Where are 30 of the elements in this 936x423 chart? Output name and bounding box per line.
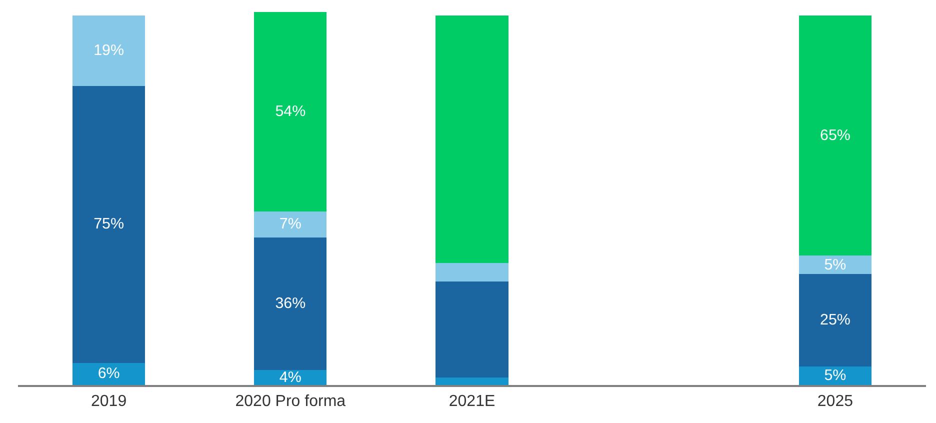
- bar: [436, 378, 508, 385]
- data-label: 65%: [820, 126, 850, 144]
- x-tick-label: 2019: [91, 392, 127, 410]
- data-label: 5%: [824, 256, 846, 274]
- data-label: 75%: [94, 216, 124, 233]
- bar: [72, 362, 146, 385]
- data-label: 54%: [275, 102, 306, 120]
- data-label: 19%: [94, 42, 124, 60]
- data-label: 4%: [279, 368, 302, 386]
- bar: [436, 263, 508, 282]
- x-tick-label: 2025: [817, 392, 854, 410]
- bar: [254, 237, 327, 370]
- data-label: 5%: [824, 367, 846, 384]
- bar: [436, 16, 508, 264]
- x-tick-label: 2021E: [448, 392, 496, 410]
- bar: [798, 16, 872, 256]
- bar: [72, 16, 146, 86]
- bar: [798, 366, 872, 385]
- bar: [254, 12, 327, 212]
- bar: [254, 211, 327, 238]
- data-label: 25%: [820, 312, 850, 329]
- data-label: 7%: [279, 216, 302, 233]
- data-label: 36%: [275, 295, 306, 312]
- bar: [798, 274, 872, 367]
- bar: [72, 86, 146, 363]
- bar: [436, 282, 508, 378]
- bar: [798, 256, 872, 274]
- data-label: 6%: [98, 365, 120, 382]
- x-tick-label: 2020 Pro forma: [235, 392, 346, 410]
- bar: [254, 370, 327, 385]
